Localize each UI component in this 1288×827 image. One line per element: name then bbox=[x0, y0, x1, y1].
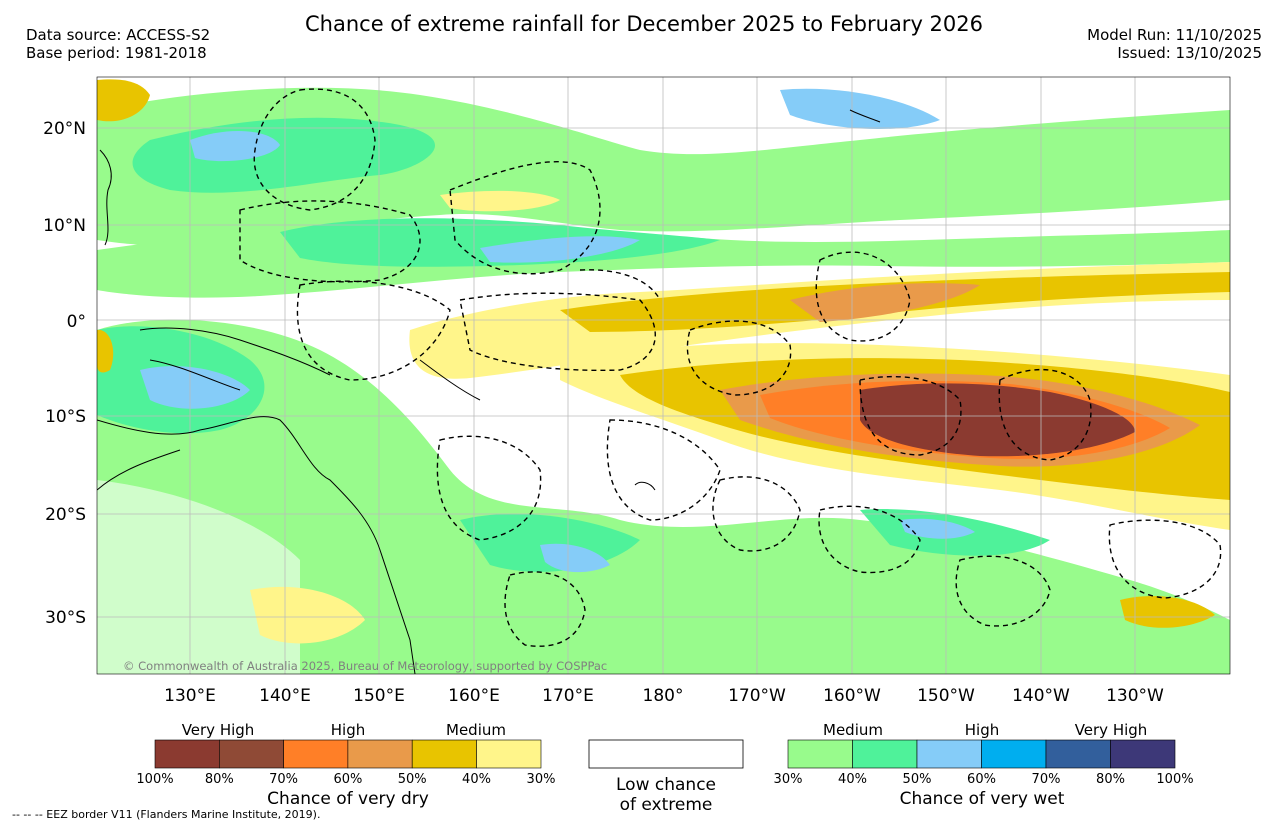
lon-label-150e: 150°E bbox=[353, 686, 405, 706]
wet-high-label: High bbox=[965, 721, 999, 739]
wet-tick-40: 40% bbox=[838, 772, 867, 787]
graticule bbox=[97, 77, 1230, 674]
dry-swatch-6 bbox=[476, 739, 542, 769]
lat-label-20s: 20°S bbox=[45, 505, 86, 525]
dry-tick-80: 80% bbox=[205, 772, 234, 787]
low-chance-caption-line2: of extreme bbox=[620, 795, 713, 815]
map-area: © Commonwealth of Australia 2025, Bureau… bbox=[97, 77, 1230, 674]
wet-swatch-6 bbox=[1110, 739, 1176, 769]
eez-borders bbox=[239, 88, 1222, 647]
dry-swatch-5 bbox=[411, 739, 477, 769]
wet-swatch-2 bbox=[852, 739, 918, 769]
dry-tick-70: 70% bbox=[269, 772, 298, 787]
wet-swatch-4 bbox=[981, 739, 1047, 769]
low-chance-swatch bbox=[588, 739, 744, 769]
map-frame bbox=[96, 76, 1231, 675]
dry-regions bbox=[97, 79, 1230, 644]
lon-label-130e: 130°E bbox=[164, 686, 216, 706]
dry-tick-100: 100% bbox=[136, 772, 173, 787]
lon-label-140e: 140°E bbox=[259, 686, 311, 706]
lon-label-160w: 160°W bbox=[823, 686, 881, 706]
wet-very-high-label: Very High bbox=[1075, 721, 1148, 739]
lon-label-130w: 130°W bbox=[1106, 686, 1164, 706]
dry-swatch-1 bbox=[154, 739, 220, 769]
eez-footnote: -- -- -- EEZ border V11 (Flanders Marine… bbox=[12, 808, 321, 821]
lat-label-20n: 20°N bbox=[43, 119, 86, 139]
dry-swatch-3 bbox=[283, 739, 349, 769]
model-run: Model Run: 11/10/2025 bbox=[1087, 26, 1262, 44]
low-chance-legend: Low chance of extreme bbox=[588, 739, 744, 815]
lon-label-170w: 170°W bbox=[728, 686, 786, 706]
wet-tick-30: 30% bbox=[774, 772, 803, 787]
data-source-info: Data source: ACCESS-S2 Base period: 1981… bbox=[26, 26, 210, 62]
lon-label-170e: 170°E bbox=[542, 686, 594, 706]
dry-medium-label: Medium bbox=[446, 721, 506, 739]
wet-legend-caption: Chance of very wet bbox=[900, 789, 1065, 809]
wet-tick-100: 100% bbox=[1156, 772, 1193, 787]
dry-high-label: High bbox=[331, 721, 365, 739]
lat-label-equator: 0° bbox=[67, 312, 86, 332]
dry-very-high-label: Very High bbox=[182, 721, 255, 739]
dry-swatch-2 bbox=[219, 739, 284, 769]
lon-label-160e: 160°E bbox=[448, 686, 500, 706]
lat-label-30s: 30°S bbox=[45, 608, 86, 628]
dry-legend: Very High High Medium 100% 80% 70% 60% 5… bbox=[136, 721, 555, 809]
dry-swatch-4 bbox=[347, 739, 413, 769]
dry-tick-30: 30% bbox=[527, 772, 556, 787]
lon-label-150w: 150°W bbox=[917, 686, 975, 706]
copyright-text: © Commonwealth of Australia 2025, Bureau… bbox=[123, 659, 607, 673]
data-source: Data source: ACCESS-S2 bbox=[26, 26, 211, 44]
wet-medium-label: Medium bbox=[823, 721, 883, 739]
dry-legend-caption: Chance of very dry bbox=[267, 789, 429, 809]
wet-regions bbox=[97, 87, 1230, 298]
wet-tick-50: 50% bbox=[903, 772, 932, 787]
wet-swatch-3 bbox=[916, 739, 982, 769]
model-run-info: Model Run: 11/10/2025 Issued: 13/10/2025 bbox=[1087, 26, 1262, 62]
lon-label-180: 180° bbox=[643, 686, 684, 706]
base-period: Base period: 1981-2018 bbox=[26, 44, 207, 62]
dry-tick-50: 50% bbox=[398, 772, 427, 787]
lon-label-140w: 140°W bbox=[1012, 686, 1070, 706]
wet-tick-70: 70% bbox=[1032, 772, 1061, 787]
wet-swatch-5 bbox=[1045, 739, 1111, 769]
wet-tick-80: 80% bbox=[1096, 772, 1125, 787]
map-title: Chance of extreme rainfall for December … bbox=[305, 12, 983, 36]
wet-legend: Medium High Very High 30% 40% 50% 60% 70… bbox=[774, 721, 1194, 809]
dry-tick-60: 60% bbox=[333, 772, 362, 787]
issued-date: Issued: 13/10/2025 bbox=[1117, 44, 1262, 62]
lat-label-10n: 10°N bbox=[43, 216, 86, 236]
wet-tick-60: 60% bbox=[967, 772, 996, 787]
low-chance-caption-line1: Low chance bbox=[616, 775, 716, 795]
dry-tick-40: 40% bbox=[462, 772, 491, 787]
coastlines bbox=[97, 109, 881, 674]
wet-swatch-1 bbox=[787, 739, 853, 769]
wet-regions-south bbox=[97, 319, 1230, 674]
lat-label-10s: 10°S bbox=[45, 407, 86, 427]
